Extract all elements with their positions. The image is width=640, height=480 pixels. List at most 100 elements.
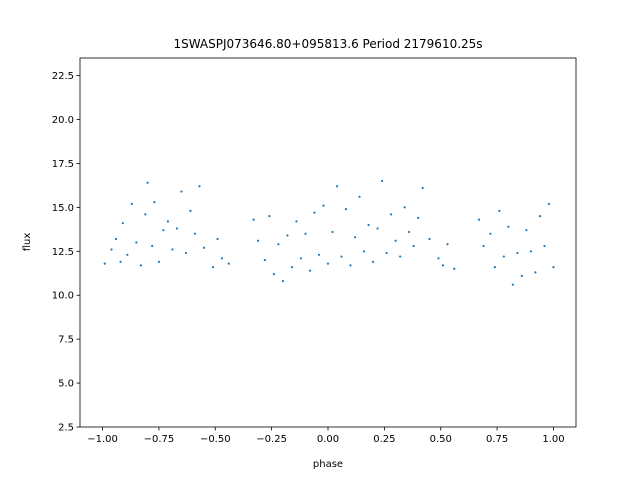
data-point — [171, 248, 174, 251]
data-point — [211, 266, 215, 269]
data-point — [110, 248, 113, 251]
data-point — [507, 225, 510, 228]
data-point — [493, 266, 496, 269]
data-point — [126, 253, 129, 256]
data-point — [277, 243, 280, 246]
data-point — [538, 215, 542, 218]
data-point — [547, 202, 551, 205]
data-point — [534, 271, 537, 274]
data-point — [520, 274, 523, 277]
data-point — [335, 185, 339, 188]
y-tick-label: 2.5 — [58, 423, 74, 434]
data-point — [394, 239, 397, 242]
data-point — [498, 209, 501, 212]
data-point — [412, 244, 415, 248]
data-point — [353, 236, 357, 239]
data-point — [103, 262, 106, 265]
data-point — [543, 244, 546, 248]
data-point — [189, 209, 192, 212]
x-axis-ticks: −1.00 −0.75 −0.50 −0.25 0.00 0.25 0.50 0.75 1.00 — [87, 427, 565, 445]
y-tick-label: 10.0 — [52, 291, 74, 302]
data-point — [216, 237, 219, 241]
data-point — [146, 181, 149, 184]
data-point — [180, 190, 183, 193]
data-point — [441, 264, 445, 267]
data-point — [162, 229, 165, 232]
data-point — [299, 257, 303, 260]
data-point — [252, 218, 255, 221]
data-point — [417, 216, 420, 219]
data-point — [220, 257, 224, 260]
data-point — [482, 244, 485, 248]
x-tick-label: 0.25 — [373, 434, 395, 445]
data-point — [184, 251, 188, 255]
data-point — [322, 204, 325, 207]
data-point — [399, 255, 402, 258]
data-point — [268, 215, 271, 218]
data-point — [529, 250, 533, 253]
data-point — [313, 211, 316, 214]
data-point — [114, 237, 118, 241]
data-point — [362, 250, 366, 253]
data-point — [227, 262, 230, 265]
data-point — [358, 195, 361, 198]
y-tick-label: 15.0 — [52, 203, 74, 214]
data-point — [151, 244, 154, 248]
data-point — [119, 260, 122, 263]
y-tick-label: 12.5 — [52, 247, 74, 258]
data-point — [166, 220, 170, 223]
data-point — [193, 232, 197, 235]
data-point — [344, 208, 348, 211]
data-point — [308, 269, 312, 272]
y-axis-ticks: 2.5 5.0 7.5 10.0 12.5 15.0 17.5 20.0 22.5 — [52, 71, 80, 434]
x-tick-label: −0.75 — [144, 434, 175, 445]
x-tick-label: −1.00 — [87, 434, 118, 445]
data-point — [390, 213, 393, 216]
data-point — [502, 255, 505, 258]
data-point — [437, 257, 440, 260]
data-point — [257, 239, 260, 242]
data-point — [403, 206, 406, 209]
y-tick-label: 22.5 — [52, 71, 74, 82]
data-point — [317, 253, 321, 256]
data-point — [349, 264, 352, 267]
data-point — [446, 243, 449, 246]
x-tick-label: 0.50 — [430, 434, 452, 445]
data-point — [157, 260, 161, 263]
data-point — [516, 251, 519, 255]
data-point — [304, 232, 307, 235]
data-point — [144, 213, 147, 216]
x-axis-label: phase — [313, 459, 343, 470]
data-point — [290, 266, 294, 269]
data-point — [139, 264, 142, 267]
data-point — [340, 255, 343, 258]
data-point — [371, 260, 375, 263]
data-point — [331, 230, 334, 234]
data-point — [376, 227, 379, 230]
data-point — [477, 218, 481, 221]
y-tick-label: 5.0 — [58, 379, 74, 390]
y-tick-label: 20.0 — [52, 115, 74, 126]
data-point — [511, 283, 514, 286]
data-point — [121, 222, 124, 225]
chart-title: 1SWASPJ073646.80+095813.6 Period 2179610… — [173, 37, 482, 51]
x-tick-label: 0.75 — [486, 434, 508, 445]
data-point — [153, 200, 156, 204]
x-tick-label: 1.00 — [542, 434, 564, 445]
data-point — [385, 251, 388, 255]
data-point — [130, 202, 133, 205]
y-tick-label: 17.5 — [52, 159, 74, 170]
data-point — [453, 267, 456, 270]
data-point — [489, 232, 492, 235]
data-point — [281, 280, 285, 283]
y-tick-label: 7.5 — [58, 335, 74, 346]
data-point — [286, 234, 289, 237]
data-point — [421, 186, 424, 190]
data-point — [326, 262, 330, 265]
data-point — [408, 230, 411, 234]
data-point — [263, 258, 266, 262]
x-tick-label: 0.00 — [317, 434, 339, 445]
data-point — [525, 229, 528, 232]
data-point — [272, 273, 275, 276]
